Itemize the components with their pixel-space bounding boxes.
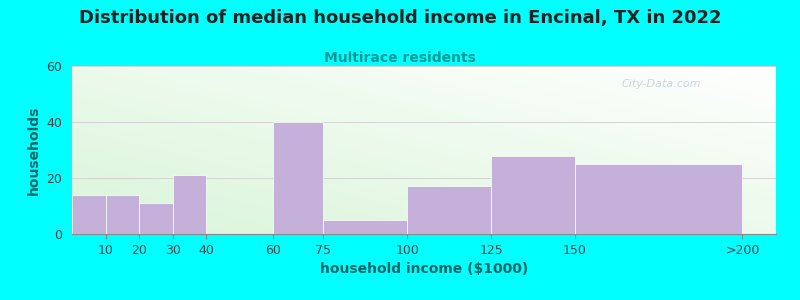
Text: Multirace residents: Multirace residents xyxy=(324,51,476,65)
Bar xyxy=(139,203,173,234)
Bar xyxy=(575,164,742,234)
Bar xyxy=(407,186,491,234)
Bar xyxy=(106,195,139,234)
Bar xyxy=(72,195,106,234)
X-axis label: household income ($1000): household income ($1000) xyxy=(320,262,528,276)
Bar xyxy=(323,220,407,234)
Bar xyxy=(173,175,206,234)
Bar xyxy=(491,156,575,234)
Bar xyxy=(273,122,323,234)
Text: Distribution of median household income in Encinal, TX in 2022: Distribution of median household income … xyxy=(78,9,722,27)
Y-axis label: households: households xyxy=(27,105,41,195)
Text: City-Data.com: City-Data.com xyxy=(621,80,701,89)
